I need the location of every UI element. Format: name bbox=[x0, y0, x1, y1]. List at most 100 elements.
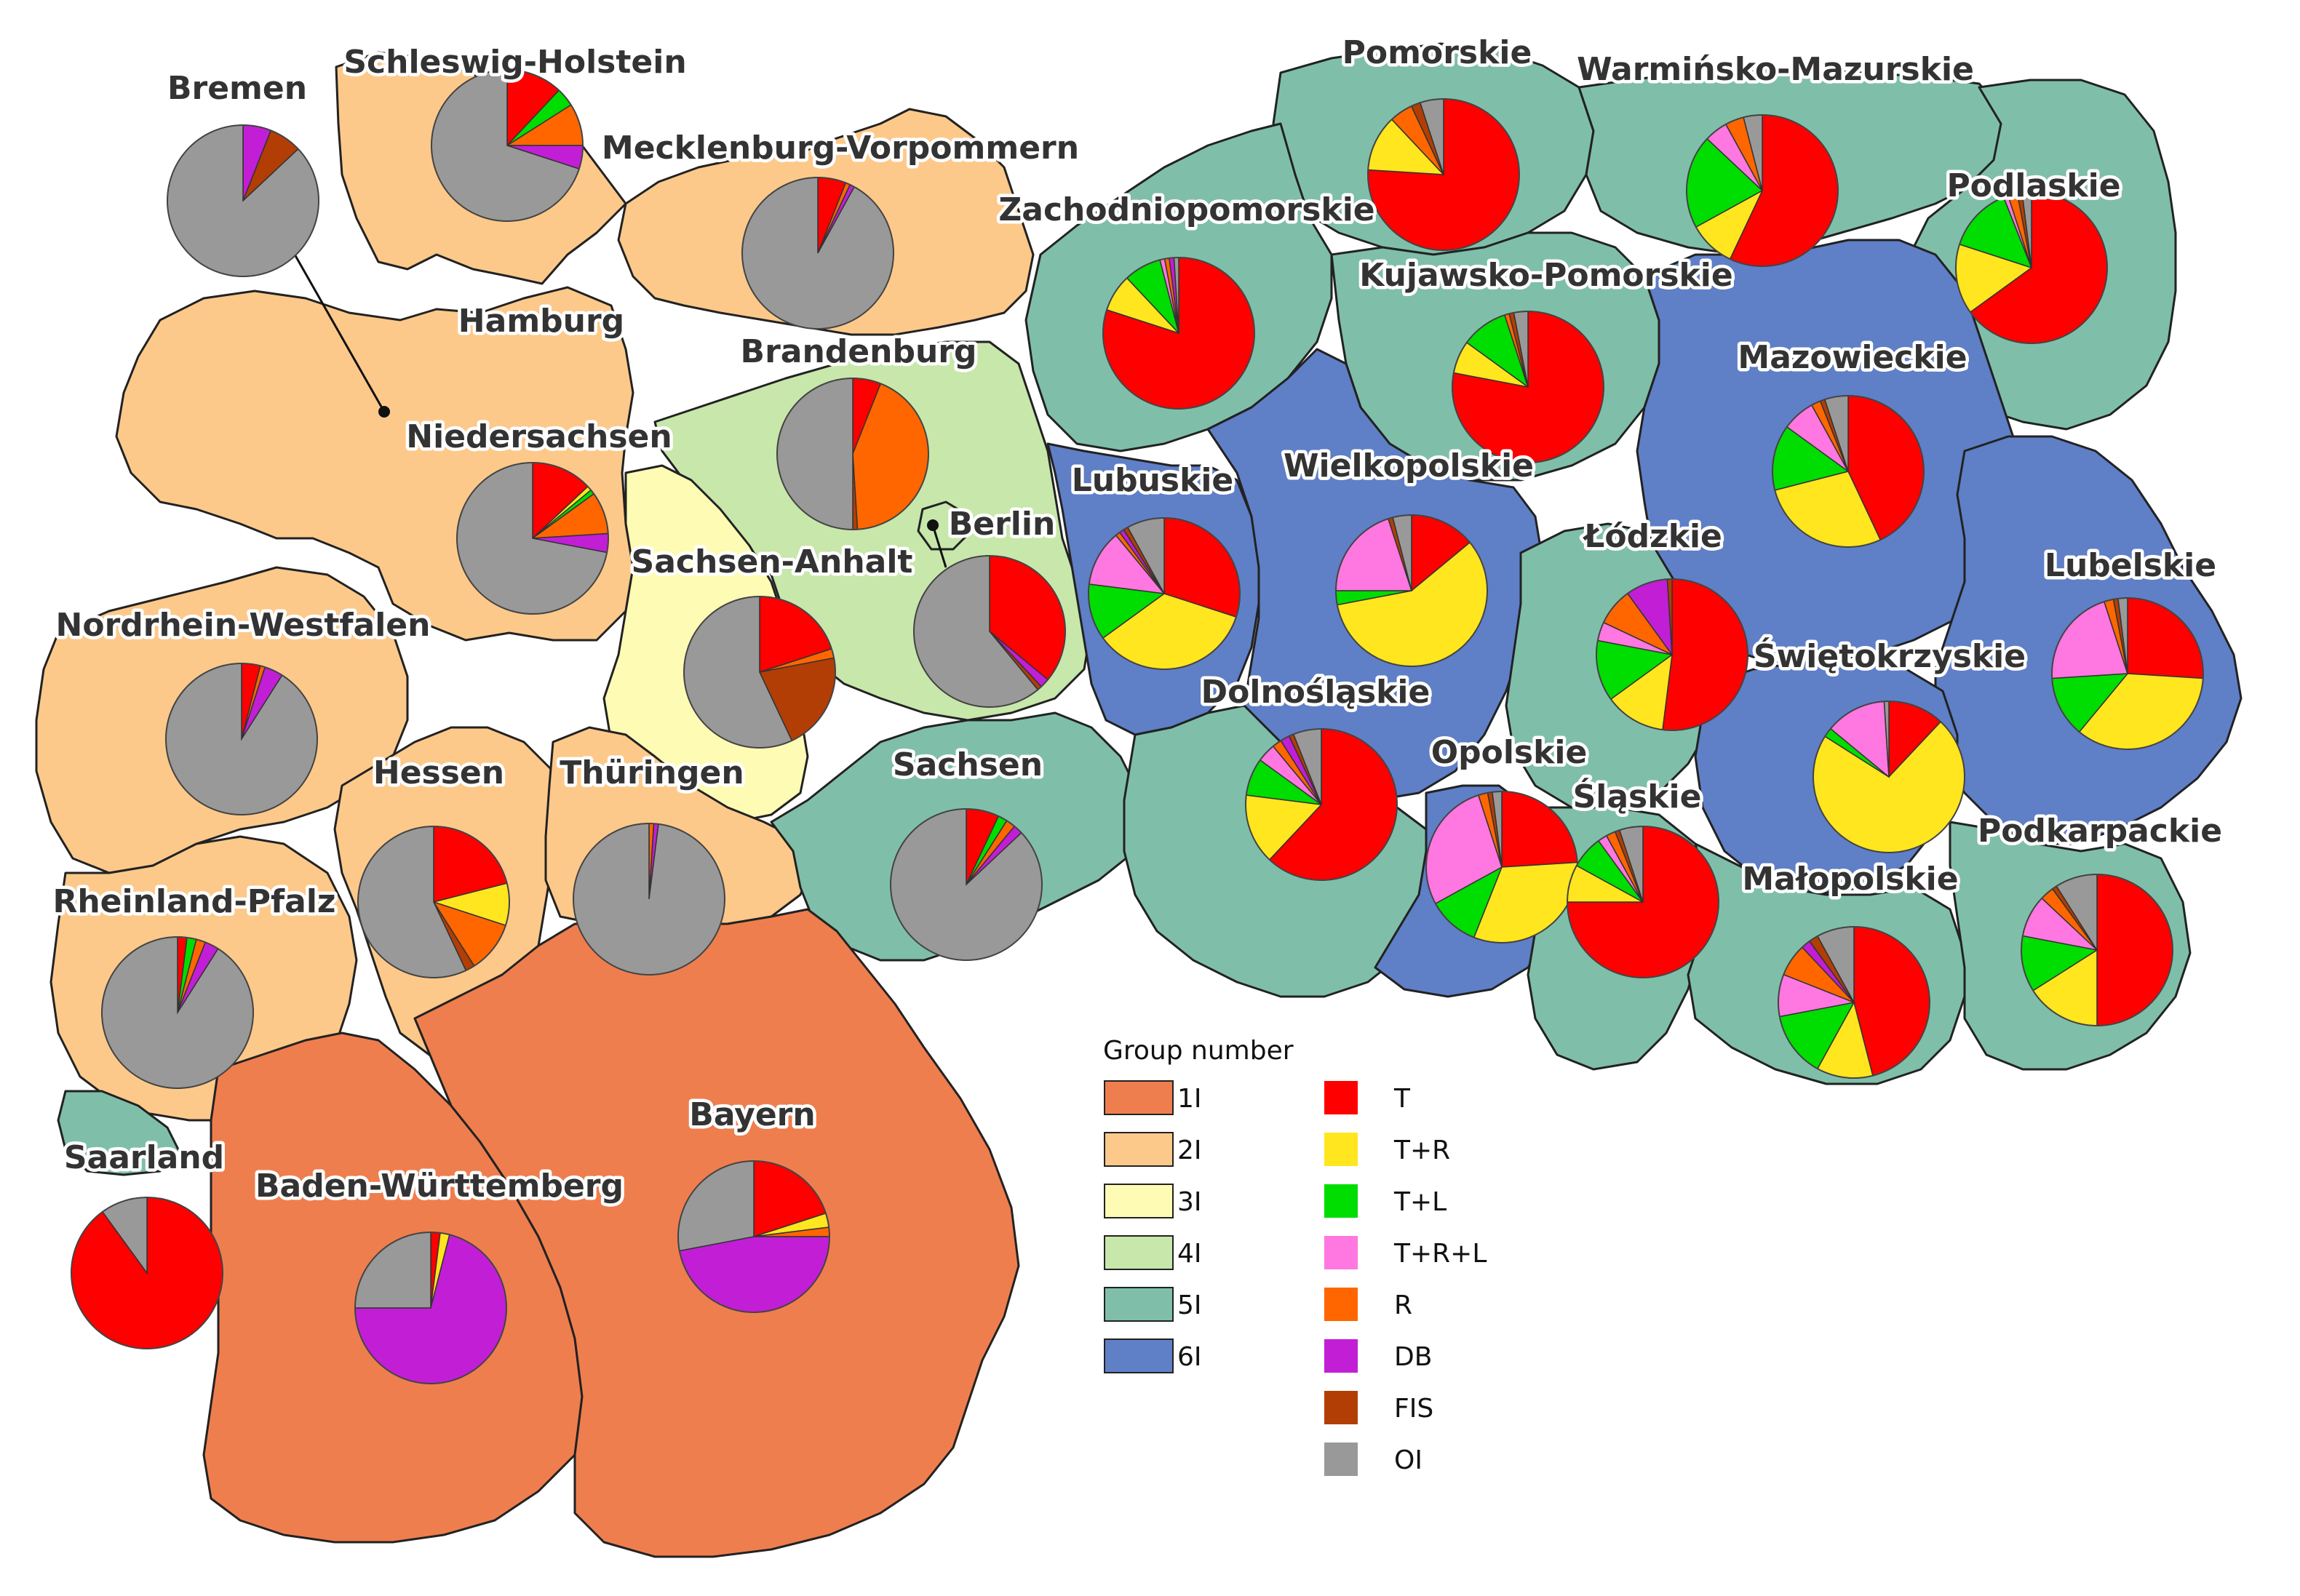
pie-lubelskie bbox=[2051, 597, 2204, 750]
legend-swatch-group-1i bbox=[1104, 1080, 1174, 1115]
legend-label-group-4i: 4I bbox=[1177, 1239, 1202, 1269]
label-warminsko-mazurskie: Warmińsko-Mazurskie bbox=[1577, 51, 1974, 88]
label-nordrhein-westfalen: Nordrhein-Westfalen bbox=[56, 607, 431, 644]
pie-outline-lodzkie bbox=[1596, 578, 1748, 731]
label-sachsen-anhalt: Sachsen-Anhalt bbox=[632, 543, 913, 580]
pie-rheinland-pfalz bbox=[101, 936, 254, 1089]
pie-lodzkie bbox=[1596, 578, 1748, 731]
pie-outline-saarland bbox=[71, 1197, 223, 1349]
pie-schleswig-holstein bbox=[431, 69, 584, 222]
label-bremen: Bremen bbox=[167, 70, 307, 107]
connectors-layer bbox=[293, 252, 947, 568]
pie-swietokrzyskie bbox=[1812, 701, 1965, 853]
legend-swatch-t-r-l bbox=[1324, 1236, 1358, 1269]
label-thuringen: Thüringen bbox=[560, 754, 744, 791]
pie-sachsen-anhalt bbox=[683, 596, 836, 749]
pie-outline-swietokrzyskie bbox=[1812, 701, 1965, 853]
legend-label-oi: OI bbox=[1394, 1445, 1422, 1475]
pie-sachsen bbox=[890, 808, 1043, 961]
label-niedersachsen: Niedersachsen bbox=[406, 418, 672, 455]
legend-label-group-1i: 1I bbox=[1177, 1084, 1202, 1114]
pie-outline-mecklenburg-vorpommern bbox=[741, 177, 894, 330]
legend-title: Group number bbox=[1103, 1036, 1294, 1066]
pie-outline-rheinland-pfalz bbox=[101, 936, 254, 1089]
legend-swatch-group-6i bbox=[1104, 1338, 1174, 1373]
legend-label-group-5i: 5I bbox=[1177, 1290, 1202, 1320]
pie-wielkopolskie bbox=[1335, 514, 1488, 667]
pie-outline-mazowieckie bbox=[1772, 395, 1925, 548]
label-pomorskie: Pomorskie bbox=[1342, 34, 1532, 71]
label-sachsen: Sachsen bbox=[893, 746, 1043, 783]
pie-outline-wielkopolskie bbox=[1335, 514, 1488, 667]
legend-label-db: DB bbox=[1394, 1342, 1432, 1372]
legend-swatch-oi bbox=[1324, 1443, 1358, 1476]
label-saarland: Saarland bbox=[64, 1139, 224, 1176]
pie-outline-niedersachsen bbox=[456, 462, 609, 615]
legend-label-t-l: T+L bbox=[1393, 1187, 1447, 1217]
pie-outline-slaskie bbox=[1567, 826, 1719, 978]
pie-opolskie bbox=[1425, 791, 1578, 943]
legend-label-fis: FIS bbox=[1394, 1394, 1433, 1424]
pie-brandenburg bbox=[776, 378, 929, 530]
pie-bayern bbox=[677, 1160, 830, 1313]
label-berlin: Berlin bbox=[949, 506, 1056, 543]
legend-label-t-r: T+R bbox=[1393, 1136, 1450, 1165]
label-wielkopolskie: Wielkopolskie bbox=[1284, 447, 1534, 484]
pie-hessen bbox=[357, 826, 510, 978]
legend-swatch-fis bbox=[1324, 1391, 1358, 1424]
legend-label-r: R bbox=[1394, 1290, 1412, 1320]
pie-slice-mecklenburg-vorpommern-oi bbox=[741, 177, 894, 330]
pie-outline-sachsen-anhalt bbox=[683, 596, 836, 749]
legend-label-t: T bbox=[1393, 1084, 1411, 1114]
pie-slaskie bbox=[1567, 826, 1719, 978]
pie-outline-warminsko-mazurskie bbox=[1686, 114, 1839, 267]
pie-outline-hessen bbox=[357, 826, 510, 978]
pie-outline-malopolskie bbox=[1778, 926, 1930, 1079]
legend: Group number 1I 2I 3I 4I 5I 6I T T+R T+L T+R+L R DB F… bbox=[1103, 1036, 1487, 1476]
label-hamburg: Hamburg bbox=[458, 303, 624, 340]
pie-outline-lubelskie bbox=[2051, 597, 2204, 750]
berlin-connector-dot bbox=[927, 519, 939, 531]
pie-outline-nordrhein-westfalen bbox=[165, 663, 318, 815]
pies-layer bbox=[71, 69, 2204, 1384]
legend-swatch-db bbox=[1324, 1339, 1358, 1373]
label-lubuskie: Lubuskie bbox=[1072, 462, 1234, 499]
pie-kujawsko-pomorskie bbox=[1452, 311, 1604, 463]
pie-bremen bbox=[167, 124, 319, 277]
label-rheinland-pfalz: Rheinland-Pfalz bbox=[52, 883, 335, 920]
label-malopolskie: Małopolskie bbox=[1742, 861, 1958, 898]
legend-swatch-t-l bbox=[1324, 1184, 1358, 1218]
label-lubelskie: Lubelskie bbox=[2045, 547, 2216, 584]
bremen-connector-dot bbox=[378, 406, 390, 418]
pie-zachodniopomorskie bbox=[1102, 257, 1255, 410]
pie-podkarpackie bbox=[2021, 874, 2173, 1026]
legend-label-group-3i: 3I bbox=[1177, 1187, 1202, 1217]
pie-pomorskie bbox=[1367, 98, 1520, 251]
legend-swatch-t-r bbox=[1324, 1133, 1358, 1166]
legend-label-t-r-l: T+R+L bbox=[1393, 1239, 1487, 1269]
pie-outline-thuringen bbox=[573, 823, 725, 975]
pie-outline-pomorskie bbox=[1367, 98, 1520, 251]
pie-nordrhein-westfalen bbox=[165, 663, 318, 815]
pie-outline-lubuskie bbox=[1088, 517, 1241, 670]
pie-thuringen bbox=[573, 823, 725, 975]
pie-baden-wurttemberg bbox=[354, 1232, 507, 1384]
label-podlaskie: Podlaskie bbox=[1946, 167, 2120, 204]
legend-swatch-group-2i bbox=[1104, 1132, 1174, 1167]
label-slaskie: Śląskie bbox=[1573, 777, 1702, 815]
pie-outline-brandenburg bbox=[776, 378, 929, 530]
pie-outline-kujawsko-pomorskie bbox=[1452, 311, 1604, 463]
region-berlin bbox=[917, 500, 969, 551]
label-opolskie: Opolskie bbox=[1431, 734, 1588, 771]
legend-swatch-t bbox=[1324, 1081, 1358, 1114]
label-lodzkie: Łódzkie bbox=[1583, 518, 1722, 555]
label-swietokrzyskie: Świętokrzyskie bbox=[1754, 637, 2026, 675]
berlin-connector-line bbox=[931, 524, 947, 568]
label-hessen: Hessen bbox=[373, 754, 504, 791]
pie-outline-schleswig-holstein bbox=[431, 69, 584, 222]
pie-outline-bremen bbox=[167, 124, 319, 277]
pie-dolnoslaskie bbox=[1245, 728, 1398, 881]
pie-saarland bbox=[71, 1197, 223, 1349]
pie-slice-thuringen-oi bbox=[573, 823, 725, 975]
